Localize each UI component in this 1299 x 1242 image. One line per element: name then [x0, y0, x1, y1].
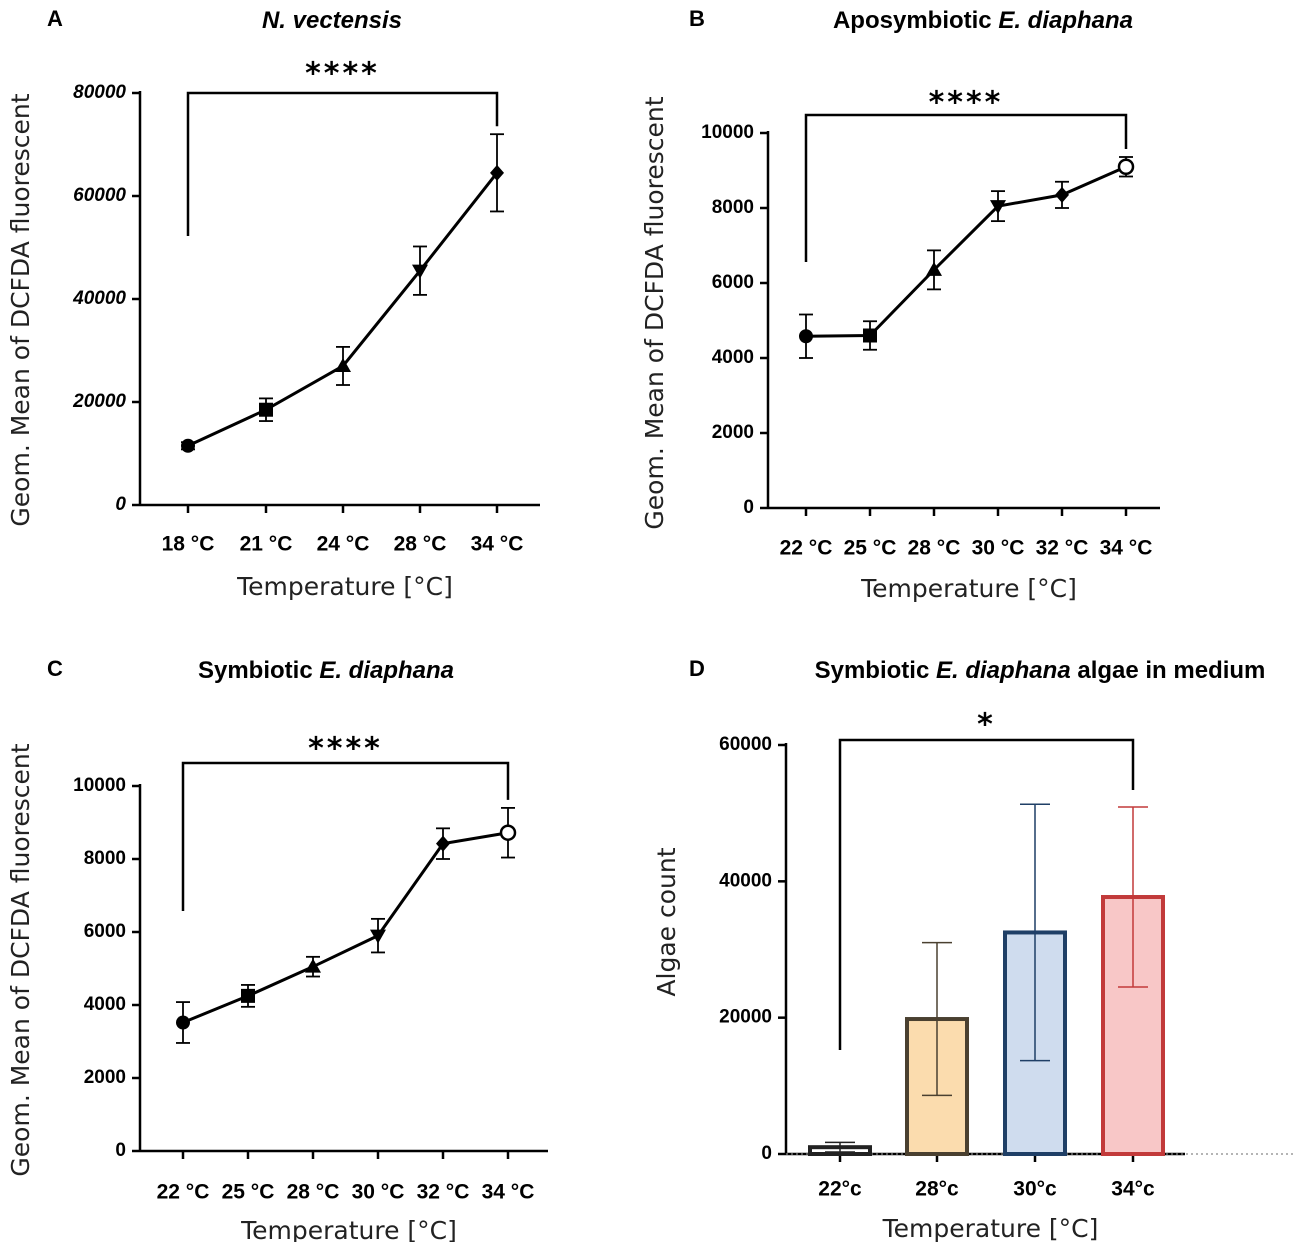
x-tick-label: 28 °C: [287, 1181, 340, 1204]
y-tick-label: 0: [761, 1143, 772, 1164]
panel-d: D Symbiotic E. diaphana algae in medium 0 2…: [652, 656, 1295, 1242]
point-marker: [241, 988, 255, 1003]
point-marker: [176, 1015, 190, 1030]
significance-label: ****: [308, 732, 383, 767]
y-tick-label: 0: [115, 494, 126, 515]
point-marker: [863, 328, 877, 343]
point-marker: [990, 200, 1006, 215]
x-axis-label: Temperature [°C]: [882, 1214, 1099, 1242]
point-marker: [1055, 186, 1069, 203]
y-tick-label: 2000: [712, 422, 754, 443]
significance-bracket: [804, 113, 1128, 262]
series-line: [805, 165, 1127, 338]
point-marker: [926, 261, 942, 276]
y-tick-label: 10000: [701, 122, 754, 143]
y-tick-label: 20000: [72, 391, 126, 412]
y-tick-label: 80000: [73, 82, 126, 103]
x-tick-label: 25 °C: [844, 537, 897, 560]
x-tick-label: 34 °C: [482, 1181, 535, 1204]
x-tick-label: 28 °C: [394, 533, 447, 556]
series-line: [187, 171, 499, 448]
y-axis-label: Geom. Mean of DCFDA fluorescent: [6, 93, 35, 526]
point-marker: [436, 835, 450, 852]
significance-label: ****: [305, 57, 380, 92]
panel-c: C Symbiotic E. diaphana 0 2000 4000 6000 8000 1…: [6, 656, 548, 1242]
x-tick-label: 24 °C: [317, 533, 370, 556]
title-part: E. diaphana: [319, 657, 454, 684]
x-tick-label: 22 °C: [780, 537, 833, 560]
panel-label: B: [689, 6, 705, 31]
x-tick-label: 30 °C: [972, 537, 1025, 560]
y-tick-label: 8000: [712, 197, 754, 218]
x-tick-label: 21 °C: [240, 533, 293, 556]
title-part: E. diaphana: [998, 7, 1133, 34]
y-tick-label: 0: [743, 497, 754, 518]
x-axis-label: Temperature [°C]: [240, 1216, 457, 1242]
point-marker: [490, 164, 504, 181]
series-line: [182, 831, 509, 1024]
significance-bracket: [181, 761, 510, 911]
point-marker: [181, 438, 195, 453]
title-part: Aposymbiotic: [833, 7, 998, 34]
chart-title: N. vectensis: [262, 7, 402, 34]
x-axis-label: Temperature [°C]: [236, 572, 453, 601]
y-tick-label: 0: [115, 1140, 126, 1161]
y-axis-label: Algae count: [652, 847, 681, 996]
panel-label: A: [47, 6, 63, 31]
y-tick-label: 20000: [719, 1007, 772, 1028]
y-tick-label: 8000: [84, 848, 126, 869]
x-tick-label: 32 °C: [417, 1181, 470, 1204]
y-tick-label: 4000: [712, 347, 754, 368]
x-tick-label: 34°c: [1111, 1178, 1155, 1201]
point-marker: [370, 929, 386, 944]
title-part: N. vectensis: [262, 7, 402, 34]
title-part: Symbiotic: [815, 657, 936, 684]
chart-title: Aposymbiotic E. diaphana: [833, 7, 1133, 34]
title-part: E. diaphana: [936, 657, 1071, 684]
y-axis-label: Geom. Mean of DCFDA fluorescent: [640, 96, 669, 529]
x-tick-label: 32 °C: [1036, 537, 1089, 560]
title-part: algae in medium: [1071, 657, 1266, 684]
x-tick-label: 28°c: [915, 1178, 959, 1201]
panel-label: D: [689, 656, 705, 681]
panel-b: B Aposymbiotic E. diaphana 0 2000 4000 6000 80…: [640, 6, 1160, 603]
y-tick-label: 60000: [73, 185, 126, 206]
significance-label: ****: [929, 86, 1004, 121]
chart-title: Symbiotic E. diaphana algae in medium: [815, 657, 1266, 684]
y-tick-label: 40000: [719, 870, 772, 891]
point-marker: [1117, 158, 1135, 175]
y-tick-label: 2000: [84, 1067, 126, 1088]
x-tick-label: 18 °C: [162, 533, 215, 556]
y-tick-label: 60000: [719, 734, 772, 755]
significance-label: *: [977, 708, 996, 743]
x-tick-label: 22 °C: [157, 1181, 210, 1204]
point-marker: [499, 824, 517, 841]
x-tick-label: 34 °C: [471, 533, 524, 556]
y-tick-label: 40000: [72, 288, 126, 309]
y-tick-label: 6000: [712, 272, 754, 293]
significance-bracket: [838, 738, 1135, 1050]
y-tick-label: 10000: [73, 775, 126, 796]
chart-title: Symbiotic E. diaphana: [198, 657, 454, 684]
x-tick-label: 30°c: [1013, 1178, 1057, 1201]
y-tick-label: 4000: [84, 994, 126, 1015]
x-tick-label: 28 °C: [908, 537, 961, 560]
y-axis-label: Geom. Mean of DCFDA fluorescent: [6, 743, 35, 1176]
x-tick-label: 22°c: [818, 1178, 862, 1201]
panel-a: A N. vectensis 0 20000 40000 60000 80000 18 °C 2…: [6, 6, 540, 601]
x-axis-label: Temperature [°C]: [860, 574, 1077, 603]
point-marker: [799, 329, 813, 344]
x-tick-label: 30 °C: [352, 1181, 405, 1204]
title-part: Symbiotic: [198, 657, 319, 684]
x-tick-label: 34 °C: [1100, 537, 1153, 560]
point-marker: [412, 264, 428, 279]
significance-bracket: [186, 91, 499, 236]
point-marker: [259, 402, 273, 417]
y-tick-label: 6000: [84, 921, 126, 942]
panel-label: C: [47, 656, 63, 681]
x-tick-label: 25 °C: [222, 1181, 275, 1204]
point-marker: [335, 357, 351, 372]
point-marker: [305, 958, 321, 973]
